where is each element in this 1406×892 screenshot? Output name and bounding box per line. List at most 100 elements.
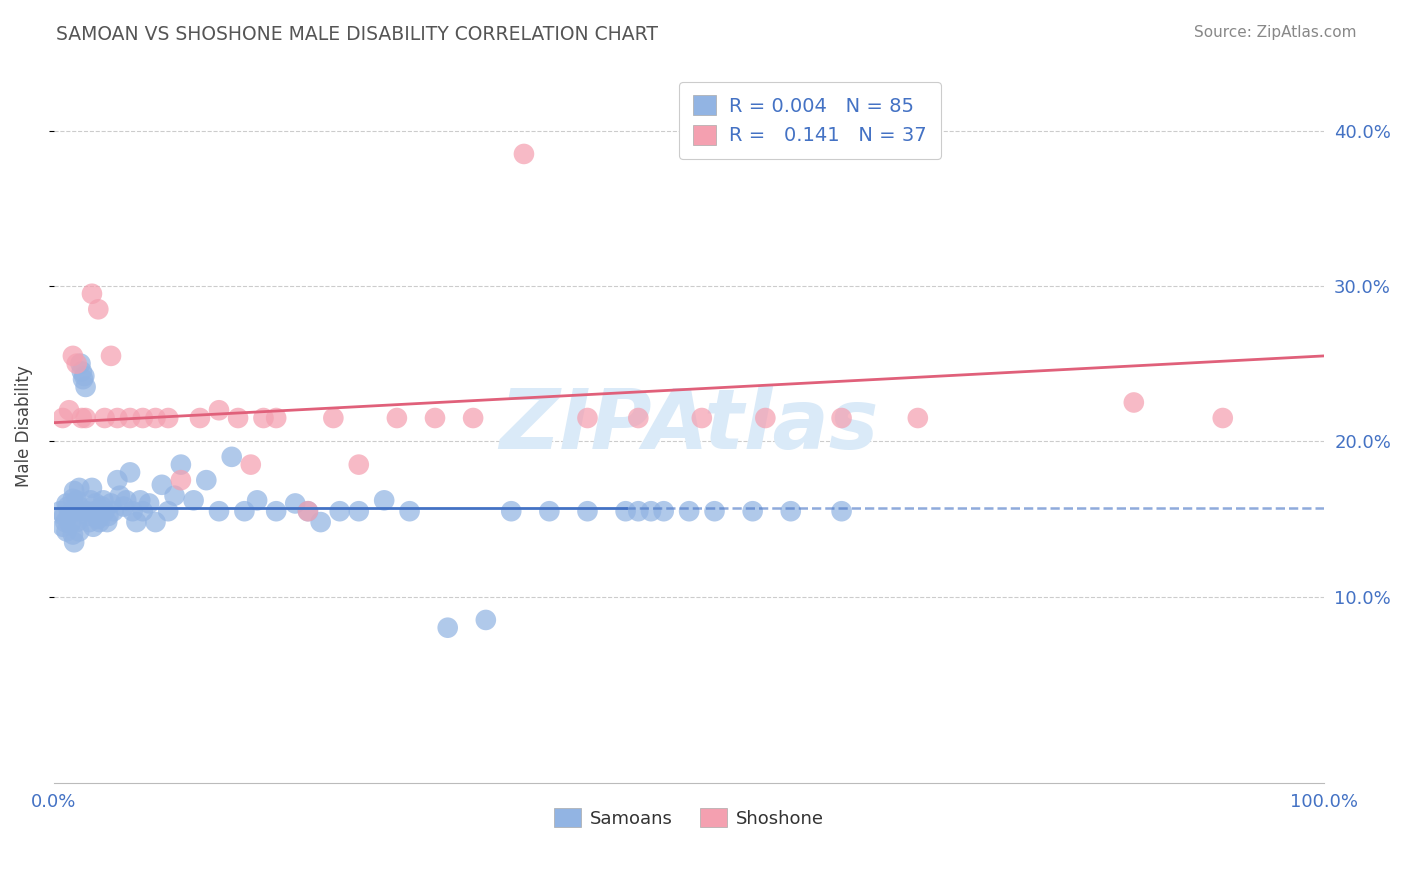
Point [627, 411, 650, 425]
Point [373, 493, 395, 508]
Point [96, 515, 118, 529]
Point [627, 504, 650, 518]
Point [79, 515, 101, 529]
Point [93, 411, 115, 425]
Point [1212, 411, 1234, 425]
Point [112, 500, 135, 514]
Point [132, 411, 155, 425]
Text: SAMOAN VS SHOSHONE MALE DISABILITY CORRELATION CHART: SAMOAN VS SHOSHONE MALE DISABILITY CORRE… [56, 25, 658, 44]
Point [67, 524, 90, 539]
Point [246, 493, 269, 508]
Point [79, 493, 101, 508]
Point [87, 302, 110, 317]
Point [264, 504, 287, 518]
Point [84, 496, 107, 510]
Point [284, 496, 307, 510]
Point [69, 357, 91, 371]
Point [329, 504, 352, 518]
Point [398, 504, 420, 518]
Point [157, 504, 180, 518]
Point [1122, 395, 1144, 409]
Point [65, 504, 87, 518]
Text: ZIPAtlas: ZIPAtlas [499, 385, 879, 467]
Point [58, 508, 80, 522]
Point [70, 364, 93, 378]
Point [120, 466, 142, 480]
Point [501, 504, 523, 518]
Point [436, 621, 458, 635]
Y-axis label: Male Disability: Male Disability [15, 365, 32, 487]
Point [108, 489, 131, 503]
Point [347, 458, 370, 472]
Point [87, 512, 110, 526]
Point [70, 411, 93, 425]
Point [73, 369, 96, 384]
Point [239, 458, 262, 472]
Point [475, 613, 498, 627]
Point [576, 504, 599, 518]
Point [83, 504, 105, 518]
Point [55, 524, 77, 539]
Point [297, 504, 319, 518]
Point [55, 496, 77, 510]
Point [423, 411, 446, 425]
Point [49, 504, 72, 518]
Point [138, 496, 160, 510]
Point [105, 411, 128, 425]
Point [66, 357, 89, 371]
Point [907, 411, 929, 425]
Point [77, 508, 100, 523]
Point [221, 450, 243, 464]
Point [93, 504, 115, 518]
Point [322, 411, 344, 425]
Point [100, 349, 122, 363]
Point [145, 515, 167, 529]
Point [82, 520, 104, 534]
Point [652, 504, 675, 518]
Point [538, 504, 561, 518]
Point [97, 508, 120, 523]
Point [67, 481, 90, 495]
Point [63, 483, 86, 498]
Point [56, 500, 79, 514]
Point [121, 504, 143, 518]
Point [125, 515, 148, 529]
Point [754, 411, 776, 425]
Point [513, 147, 536, 161]
Point [614, 504, 637, 518]
Point [678, 504, 700, 518]
Legend: Samoans, Shoshone: Samoans, Shoshone [547, 801, 831, 835]
Point [52, 520, 75, 534]
Point [62, 527, 84, 541]
Point [309, 515, 332, 529]
Point [62, 349, 84, 363]
Point [297, 504, 319, 518]
Point [120, 411, 142, 425]
Point [75, 411, 97, 425]
Point [103, 504, 125, 518]
Point [226, 411, 249, 425]
Point [150, 478, 173, 492]
Point [157, 411, 180, 425]
Point [188, 411, 211, 425]
Point [100, 496, 122, 510]
Point [66, 515, 89, 529]
Point [75, 380, 97, 394]
Point [66, 493, 89, 508]
Point [347, 504, 370, 518]
Point [640, 504, 662, 518]
Point [385, 411, 408, 425]
Point [67, 500, 90, 514]
Point [831, 504, 853, 518]
Point [129, 493, 152, 508]
Point [145, 411, 167, 425]
Point [80, 286, 103, 301]
Point [170, 458, 193, 472]
Point [93, 493, 115, 508]
Point [208, 403, 231, 417]
Point [252, 411, 274, 425]
Point [62, 491, 84, 506]
Text: Source: ZipAtlas.com: Source: ZipAtlas.com [1194, 25, 1357, 40]
Point [132, 504, 155, 518]
Point [58, 403, 80, 417]
